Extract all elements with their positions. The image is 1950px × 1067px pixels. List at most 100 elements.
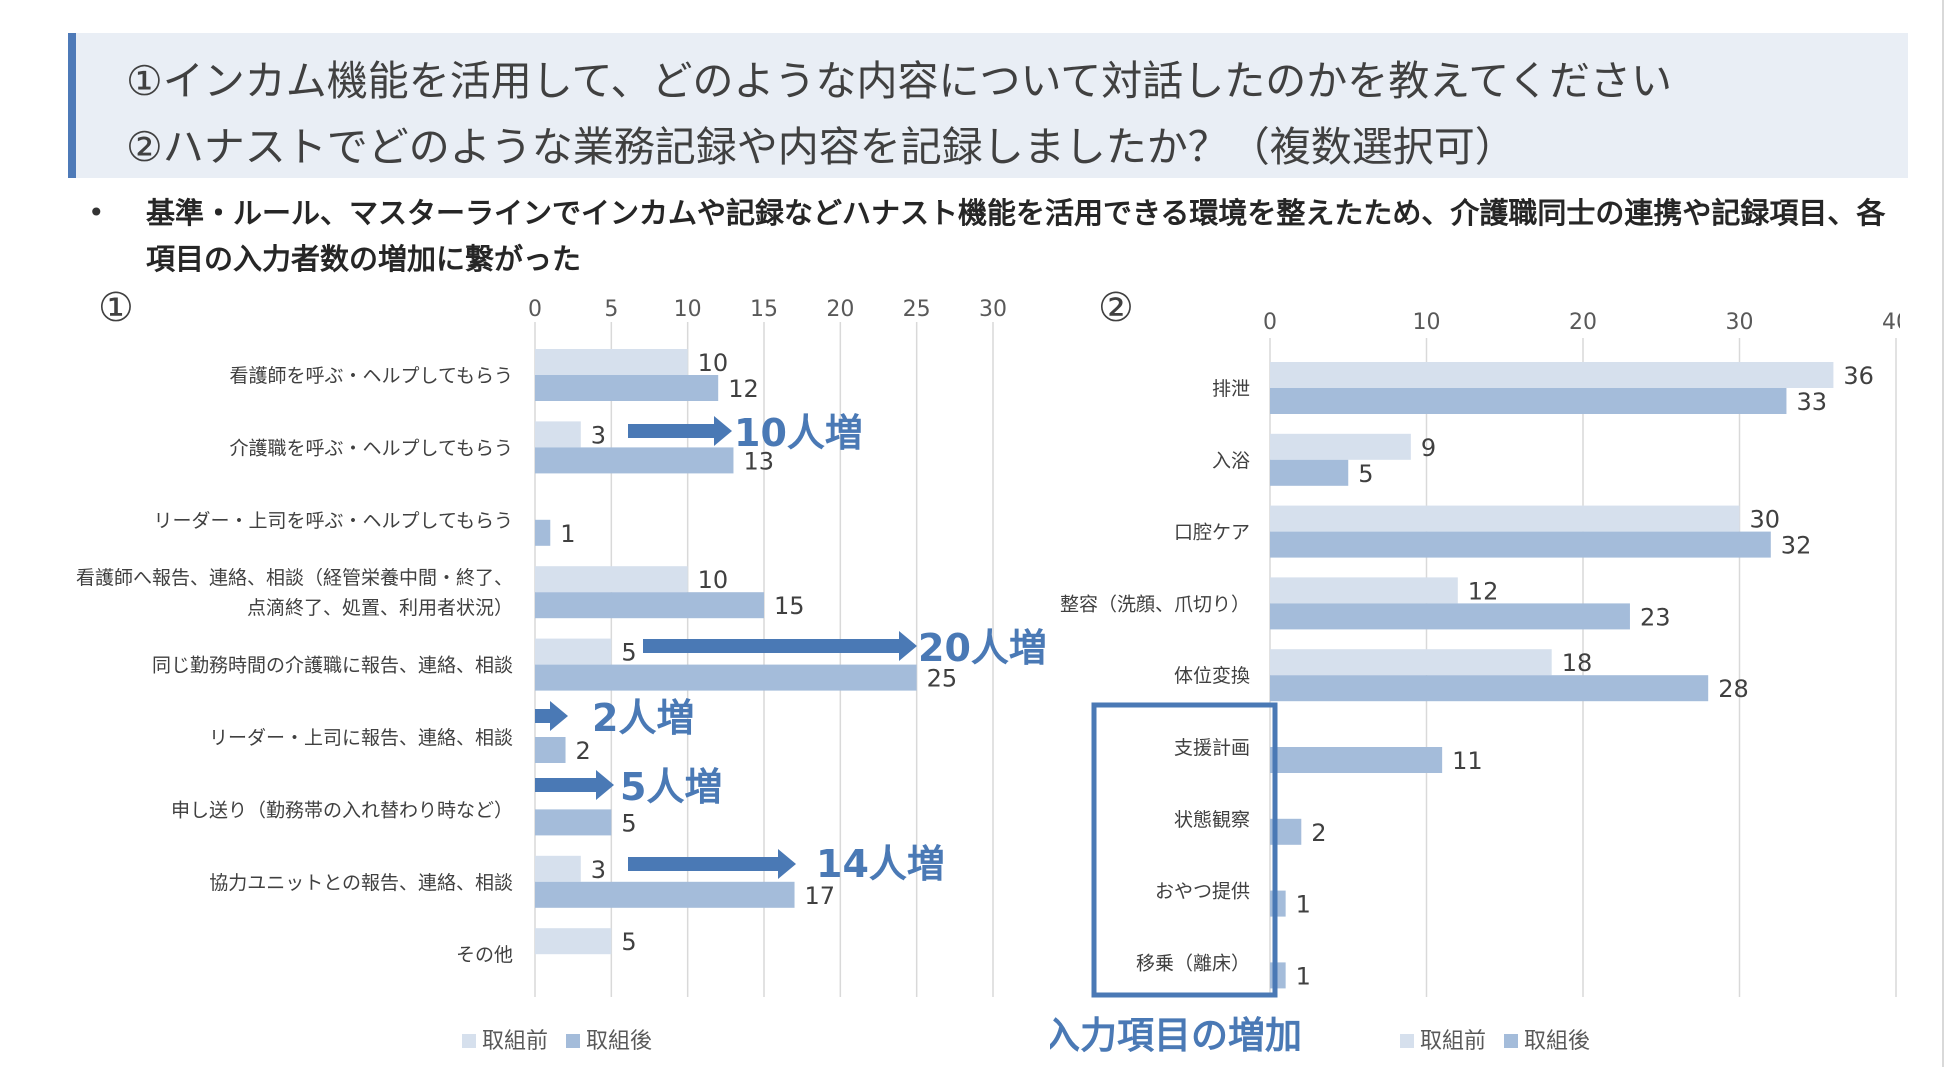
chart-2: 010203040排泄3633入浴95口腔ケア3032整容（洗顔、爪切り）122…	[1050, 310, 1900, 1057]
increase-annotation: 14人増	[816, 842, 945, 886]
legend-swatch	[462, 1034, 476, 1048]
x-tick-label: 0	[528, 297, 542, 322]
legend-label: 取組後	[1524, 1029, 1590, 1054]
chart-1-number: ①	[98, 285, 134, 331]
data-label: 5	[621, 809, 636, 837]
bar-after	[535, 809, 612, 836]
data-label: 36	[1843, 362, 1874, 390]
data-label: 2	[576, 737, 591, 765]
data-label: 3	[591, 856, 606, 884]
category-label: 支援計画	[1174, 737, 1250, 759]
data-label: 10	[698, 566, 729, 594]
legend-swatch	[1400, 1034, 1414, 1048]
bar-after	[535, 592, 764, 619]
bar-after	[1270, 890, 1286, 917]
bar-before	[1270, 433, 1411, 460]
question-1-title: ①インカム機能を活用して、どのような内容について対話したのかを教えてください	[126, 57, 1672, 105]
bar-before	[1270, 649, 1552, 676]
increase-arrow-shaft	[535, 778, 598, 792]
category-label: 看護師へ報告、連絡、相談（経管栄養中間・終了、	[76, 567, 513, 589]
category-label: 同じ勤務時間の介護職に報告、連絡、相談	[152, 655, 513, 677]
legend-label: 取組前	[482, 1029, 548, 1054]
data-label: 28	[1718, 675, 1749, 703]
x-tick-label: 10	[1413, 310, 1441, 335]
increase-arrow-shaft	[643, 639, 901, 653]
x-tick-label: 20	[826, 297, 854, 322]
bar-after	[535, 375, 719, 401]
category-label: 協力ユニットとの報告、連絡、相談	[209, 872, 513, 894]
x-tick-label: 0	[1263, 310, 1277, 335]
increase-arrow-icon	[550, 701, 568, 731]
increase-arrow-shaft	[628, 424, 716, 438]
x-tick-label: 30	[1726, 310, 1754, 335]
category-label: 点滴終了、処置、利用者状況）	[247, 597, 513, 619]
scroll-edge	[1942, 0, 1944, 1067]
increase-annotation: 10人増	[734, 411, 863, 455]
data-label: 13	[743, 447, 774, 475]
category-label: 排泄	[1212, 378, 1250, 400]
data-label: 12	[728, 375, 759, 403]
data-label: 5	[621, 928, 636, 956]
data-label: 18	[1562, 649, 1593, 677]
category-label: 口腔ケア	[1174, 522, 1250, 544]
category-label: 入浴	[1212, 450, 1250, 472]
legend-label: 取組後	[586, 1029, 652, 1054]
data-label: 1	[560, 520, 575, 548]
x-tick-label: 40	[1882, 310, 1900, 335]
data-label: 30	[1750, 506, 1781, 534]
bar-after	[1270, 603, 1630, 630]
data-label: 9	[1421, 434, 1436, 462]
increase-arrow-icon	[778, 849, 796, 879]
category-label: 体位変換	[1174, 665, 1250, 687]
data-label: 1	[1296, 962, 1311, 990]
data-label: 15	[774, 592, 805, 620]
increase-annotation: 2人増	[592, 696, 694, 740]
x-tick-label: 5	[604, 297, 618, 322]
bar-after	[535, 447, 734, 474]
x-tick-label: 10	[674, 297, 702, 322]
increase-arrow-shaft	[535, 709, 552, 723]
data-label: 33	[1796, 388, 1827, 416]
bar-before	[1270, 505, 1740, 532]
highlight-box	[1091, 702, 1278, 998]
category-label: おやつ提供	[1155, 881, 1250, 903]
bar-after	[535, 737, 566, 763]
data-label: 5	[1358, 460, 1373, 488]
question-2-title: ②ハナストでどのような業務記録や内容を記録しましたか？（複数選択可）	[126, 123, 1516, 171]
x-tick-label: 25	[903, 297, 931, 322]
category-label: 整容（洗顔、爪切り）	[1060, 593, 1250, 615]
category-label: 看護師を呼ぶ・ヘルプしてもらう	[230, 365, 513, 387]
x-tick-label: 30	[979, 297, 1007, 322]
category-label: その他	[456, 944, 513, 966]
summary-text: 基準・ルール、マスターラインでインカムや記録などハナスト機能を活用できる環境を整…	[146, 196, 1886, 276]
category-label: リーダー・上司に報告、連絡、相談	[209, 727, 513, 749]
data-label: 2	[1311, 819, 1326, 847]
category-label: 移乗（離床）	[1136, 952, 1250, 974]
bar-after	[1270, 675, 1709, 702]
category-label: 状態観察	[1174, 809, 1250, 831]
data-label: 10	[698, 349, 729, 377]
bar-after	[1270, 962, 1286, 989]
data-label: 3	[591, 421, 606, 449]
bar-after	[1270, 388, 1787, 414]
bar-before	[535, 928, 612, 955]
chart-2-number: ②	[1098, 285, 1134, 331]
bar-after	[1270, 747, 1443, 773]
data-label: 17	[805, 882, 836, 910]
bar-before	[535, 349, 688, 375]
bar-after	[1270, 459, 1349, 486]
data-label: 1	[1296, 891, 1311, 919]
x-tick-label: 15	[750, 297, 778, 322]
legend-swatch	[566, 1034, 580, 1048]
highlight-label: 入力項目の増加	[1050, 1014, 1302, 1057]
increase-annotation: 5人増	[620, 765, 722, 809]
bar-before	[535, 638, 612, 665]
bar-before	[1270, 362, 1834, 388]
data-label: 12	[1468, 577, 1499, 605]
category-label: 介護職を呼ぶ・ヘルプしてもらう	[230, 437, 513, 459]
bar-after	[1270, 531, 1771, 558]
data-label: 32	[1781, 532, 1812, 560]
increase-arrow-icon	[714, 416, 732, 446]
increase-arrow-icon	[596, 770, 614, 800]
